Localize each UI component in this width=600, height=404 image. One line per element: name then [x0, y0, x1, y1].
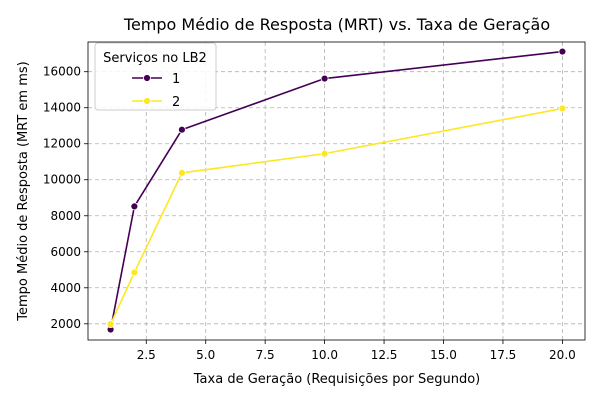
y-axis-ticks: 2000 4000 6000 8000 10000 12000 14000 16000 [43, 65, 88, 331]
legend-label-1: 1 [172, 72, 180, 87]
y-tick-label: 10000 [43, 173, 81, 187]
y-tick-label: 6000 [50, 245, 81, 259]
series-1-point [178, 125, 186, 134]
x-tick-label: 17.5 [490, 348, 517, 362]
y-tick-label: 2000 [50, 317, 81, 331]
x-tick-label: 12.5 [371, 348, 398, 362]
series-2-point [558, 104, 567, 113]
legend-box [94, 42, 217, 111]
x-tick-label: 7.5 [256, 348, 275, 362]
y-axis-label: Tempo Médio de Resposta (MRT em ms) [16, 61, 31, 321]
series-1-point [558, 47, 567, 56]
x-tick-label: 15.0 [430, 348, 457, 362]
plot-area-frame [87, 41, 586, 341]
y-tick-label: 16000 [43, 65, 81, 79]
series-2-point [106, 320, 115, 329]
x-axis-label: Taxa de Geração (Requisições por Segundo… [193, 372, 480, 387]
grid [88, 42, 585, 340]
legend: Serviços no LB2 12 [94, 42, 217, 111]
series-2-point [130, 268, 139, 277]
legend-entries: 12 [132, 72, 180, 110]
x-tick-label: 2.5 [137, 348, 156, 362]
series-2-point [320, 149, 329, 158]
series-1-point [130, 202, 139, 211]
chart-title: Tempo Médio de Resposta (MRT) vs. Taxa d… [123, 15, 550, 34]
series-1-point [320, 74, 329, 83]
y-tick-label: 4000 [50, 281, 81, 295]
x-tick-label: 20.0 [549, 348, 576, 362]
x-axis-ticks: 2.5 5.0 7.5 10.0 12.5 15.0 17.5 20.0 [137, 340, 576, 362]
x-tick-label: 10.0 [311, 348, 338, 362]
x-tick-label: 5.0 [196, 348, 215, 362]
legend-title: Serviços no LB2 [103, 51, 207, 66]
y-tick-label: 14000 [43, 101, 81, 115]
legend-label-2: 2 [172, 95, 180, 110]
series-2-point [178, 169, 186, 177]
legend-marker-1 [143, 74, 151, 82]
y-tick-label: 8000 [50, 209, 81, 223]
y-tick-label: 12000 [43, 137, 81, 151]
legend-marker-2 [143, 97, 151, 105]
series-layer [106, 47, 567, 334]
